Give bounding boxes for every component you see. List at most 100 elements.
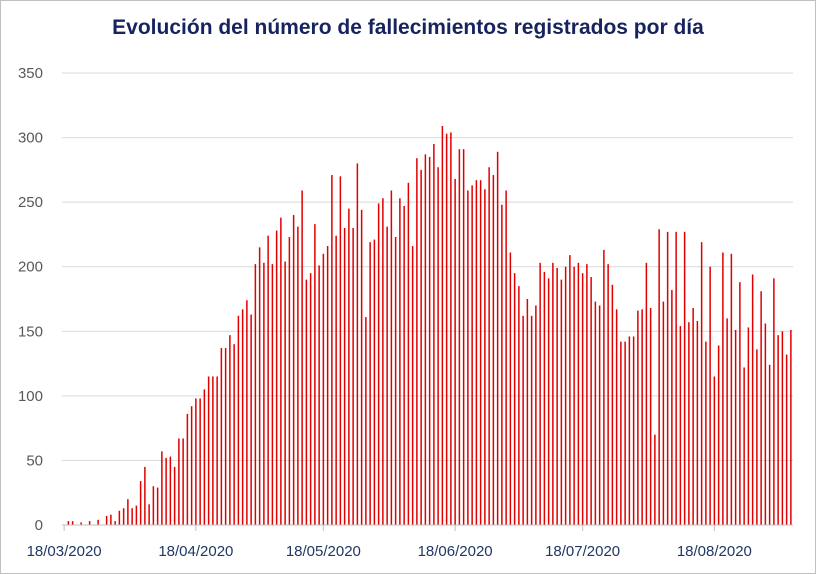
bar [416,158,418,526]
bar [564,266,567,525]
x-tick-label: 18/04/2020 [158,543,233,560]
bar [131,508,133,525]
bar [284,261,286,525]
bar [505,190,507,525]
y-tick-label: 300 [18,130,43,147]
bar [552,262,554,525]
bar [165,457,167,525]
y-tick-label: 150 [18,323,43,340]
bar [399,198,401,525]
bar [352,227,354,525]
bar [569,255,571,525]
bar [335,235,337,525]
bar [424,154,427,526]
bar [190,406,193,525]
y-tick-label: 350 [18,65,43,82]
bar [280,217,282,525]
bar [671,289,673,525]
bar [301,190,303,525]
bar [114,521,116,525]
bar [501,204,503,526]
bar [764,323,767,525]
bar [624,341,626,525]
bar [394,237,397,525]
bar [445,133,448,525]
bar [156,487,159,525]
bar [420,169,422,526]
bar [258,247,261,525]
y-tick-label: 0 [35,517,43,534]
bar [662,301,665,525]
y-tick-label: 50 [26,452,43,469]
bar [195,398,197,525]
bar [747,327,750,525]
bar [790,329,792,525]
bar [292,215,295,525]
bar [97,519,99,525]
bar [615,309,618,525]
bar [637,310,639,525]
bar [390,190,393,525]
bar [127,499,129,525]
bar [331,175,333,525]
bar [454,178,456,525]
bar [700,242,703,525]
bar [513,273,516,525]
bar [207,376,210,525]
bar [586,264,588,525]
bar [161,451,163,525]
bar [726,318,728,525]
bar [645,262,648,525]
bar [386,226,388,525]
bar [250,314,252,525]
bar [343,227,346,525]
bar [144,466,146,525]
bar [479,180,482,525]
bar [373,239,376,525]
bar [173,466,176,525]
bar [641,309,643,525]
bar [683,231,686,525]
bar [309,273,312,525]
bar [658,229,660,525]
bar [467,190,469,525]
bar [428,156,431,525]
bar [288,237,291,525]
bar [241,309,244,525]
bar [632,336,635,525]
bar [322,253,325,526]
bar [526,299,529,525]
bar [760,291,762,525]
bar [433,144,435,525]
bar [675,231,677,525]
bar [722,252,724,525]
bar [696,320,699,525]
bar [709,266,711,525]
bar [199,398,201,525]
x-tick-label: 18/03/2020 [27,543,102,560]
y-tick-label: 250 [18,194,43,211]
bar [573,266,575,525]
bar [318,265,320,525]
bar [314,224,316,525]
bar [377,203,380,525]
bar [229,335,231,525]
bar [220,348,223,525]
bar [267,235,269,525]
bar [135,505,138,525]
bar [679,326,682,525]
bar [781,331,784,525]
bar [382,198,384,525]
bar [275,230,278,526]
bar [148,504,150,525]
bar [339,176,342,525]
bar [254,264,257,525]
bar [518,286,520,525]
x-tick-label: 18/08/2020 [677,543,752,560]
x-tick-label: 18/05/2020 [286,543,361,560]
y-tick-label: 200 [18,259,43,276]
bar [594,301,597,525]
bar [203,389,206,525]
bar [441,125,444,525]
